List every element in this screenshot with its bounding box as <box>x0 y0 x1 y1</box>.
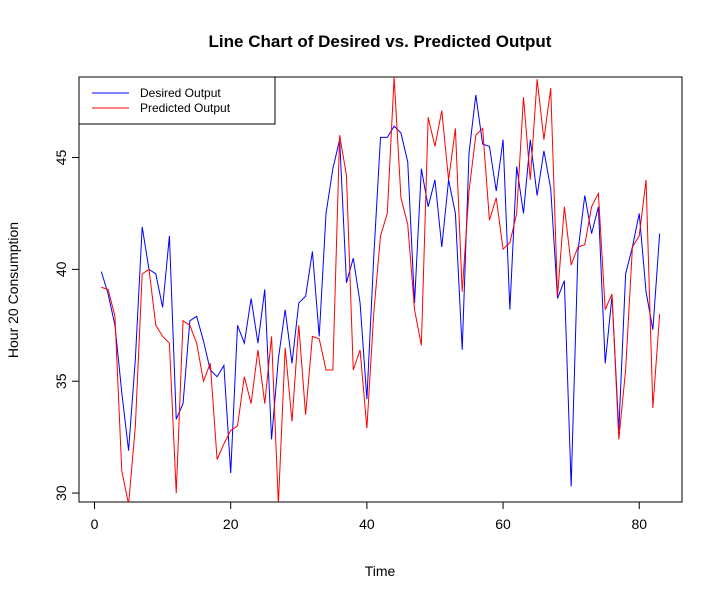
y-tick-label: 35 <box>53 373 69 389</box>
y-tick-label: 40 <box>53 261 69 277</box>
data-line <box>100 94 661 487</box>
y-tick-label: 45 <box>53 150 69 166</box>
legend-box <box>78 76 276 125</box>
chart-title: Line Chart of Desired vs. Predicted Outp… <box>209 32 552 51</box>
y-tick-label: 30 <box>53 485 69 501</box>
x-tick-label: 80 <box>631 516 647 532</box>
x-tick-label: 60 <box>495 516 511 532</box>
plot-area <box>100 77 661 502</box>
x-tick-label: 0 <box>91 516 99 532</box>
x-axis-label: Time <box>365 563 396 579</box>
legend-label: Predicted Output <box>140 101 231 115</box>
y-axis-label: Hour 20 Consumption <box>5 222 21 358</box>
data-line <box>101 77 661 502</box>
legend-label: Desired Output <box>140 86 221 100</box>
x-tick-label: 40 <box>359 516 375 532</box>
x-tick-label: 20 <box>223 516 239 532</box>
plot-frame <box>78 76 683 503</box>
